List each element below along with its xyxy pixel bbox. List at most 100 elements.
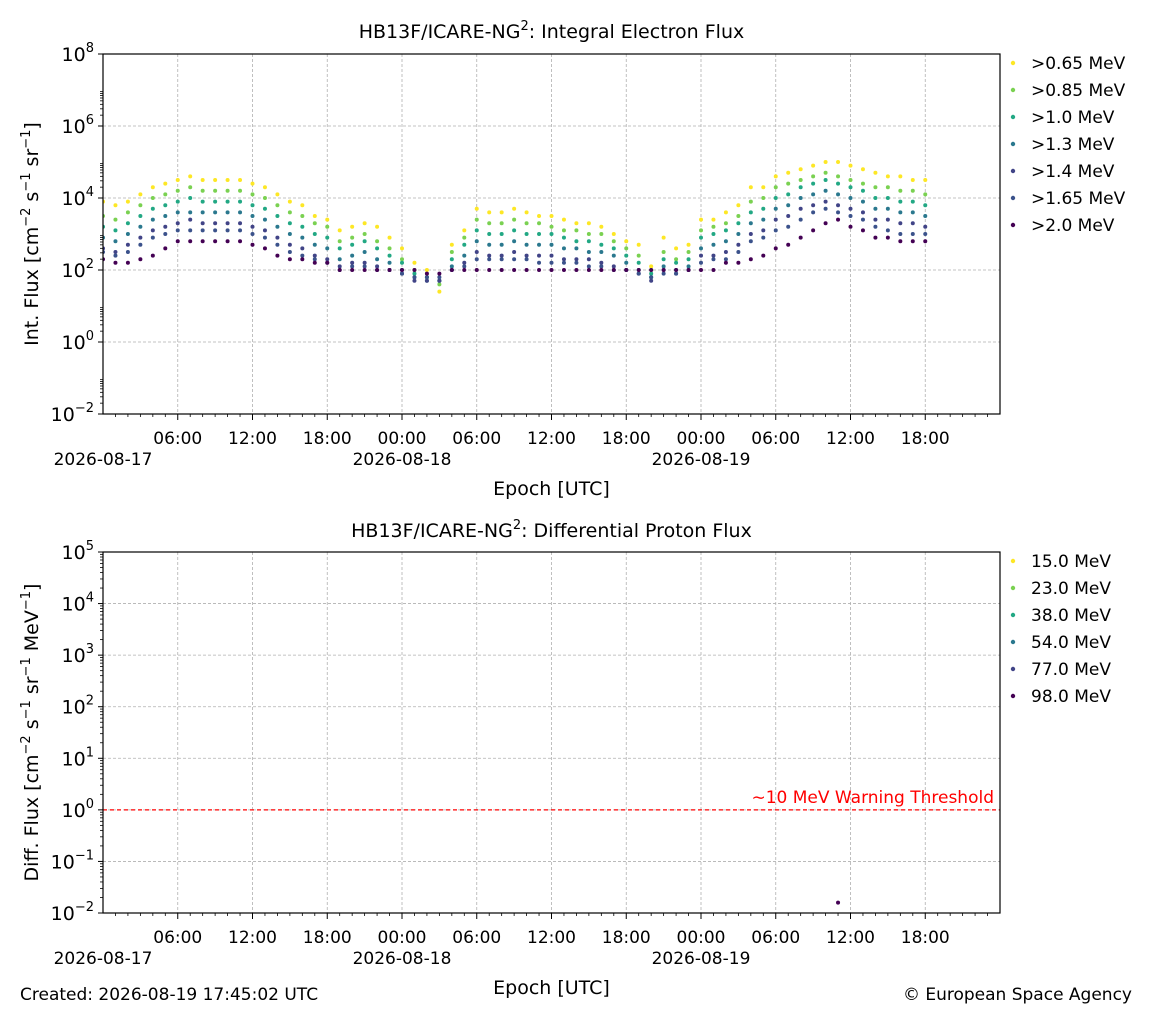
data-point	[723, 239, 728, 244]
data-point	[213, 228, 218, 233]
x-tick-label: 00:00	[378, 429, 427, 449]
data-point	[786, 192, 791, 197]
series-1.0MeV-points	[103, 178, 928, 283]
data-point	[113, 260, 118, 265]
data-point	[125, 250, 130, 254]
data-point	[175, 210, 180, 215]
legend-marker	[1010, 60, 1016, 66]
data-point	[499, 210, 504, 215]
data-point	[748, 232, 753, 236]
x-tick-label: 06:00	[452, 928, 501, 948]
x-date-label: 2026-08-19	[652, 949, 751, 969]
data-point	[811, 203, 816, 208]
y-axis-label-exponent: −1	[19, 700, 34, 719]
data-point	[699, 228, 703, 233]
y-tick-label: 101	[62, 745, 94, 770]
data-point	[649, 275, 654, 280]
data-point	[325, 260, 330, 265]
y-axis-label-text: s	[21, 719, 43, 735]
data-point	[437, 271, 442, 276]
data-point	[262, 185, 267, 190]
y-axis-label-exponent: −1	[19, 130, 34, 149]
data-point	[798, 178, 803, 182]
data-point	[375, 268, 380, 272]
data-point	[848, 178, 853, 182]
data-point	[362, 239, 367, 244]
data-point	[287, 250, 292, 254]
data-point	[225, 221, 230, 226]
data-point	[624, 268, 629, 272]
data-point	[898, 188, 903, 193]
data-point	[574, 221, 579, 226]
x-date-label: 2026-08-18	[353, 949, 452, 969]
y-tick-exponent: 4	[86, 185, 94, 200]
data-point	[561, 260, 566, 265]
data-point	[362, 264, 367, 269]
data-point	[923, 192, 928, 197]
copyright-notice: © European Space Agency	[902, 985, 1132, 1005]
data-point	[823, 199, 828, 204]
x-tick-label: 06:00	[751, 429, 800, 449]
data-point	[462, 228, 467, 233]
y-axis-label-text: ]	[21, 584, 43, 591]
data-point	[599, 264, 604, 269]
data-point	[561, 217, 566, 222]
data-point	[923, 224, 928, 229]
data-point	[424, 268, 429, 272]
x-tick-label: 00:00	[677, 429, 726, 449]
data-point	[836, 900, 841, 905]
data-point	[723, 250, 728, 254]
data-point	[462, 242, 467, 247]
data-point	[748, 199, 753, 204]
data-point	[811, 163, 816, 168]
y-tick-exponent: 5	[86, 539, 94, 554]
data-point	[350, 264, 355, 269]
data-point	[885, 235, 890, 240]
data-point	[350, 242, 355, 247]
data-point	[773, 196, 778, 200]
y-tick-exponent: 3	[86, 642, 94, 657]
data-point	[723, 260, 728, 265]
data-point	[362, 250, 367, 254]
data-point	[561, 257, 566, 262]
data-point	[524, 257, 529, 262]
data-point	[337, 239, 342, 244]
x-tick-label: 12:00	[527, 928, 576, 948]
y-axis-label-text: sr	[21, 149, 43, 173]
data-point	[761, 185, 766, 190]
data-point	[624, 253, 629, 258]
data-point	[362, 260, 367, 265]
data-point	[860, 181, 865, 186]
data-point	[537, 221, 542, 226]
data-point	[125, 199, 130, 204]
data-point	[711, 257, 716, 262]
x-tick-label: 06:00	[153, 429, 202, 449]
data-point	[674, 246, 679, 251]
data-point	[325, 235, 330, 240]
data-point	[848, 214, 853, 218]
y-axis-label-text: MeV	[21, 610, 43, 657]
data-point	[823, 188, 828, 193]
legend-marker	[1010, 222, 1016, 228]
data-point	[636, 260, 641, 265]
data-point	[250, 192, 255, 197]
data-point	[238, 188, 243, 193]
y-tick-exponent: 2	[86, 257, 94, 272]
data-point	[163, 224, 168, 229]
data-point	[686, 250, 691, 254]
data-point	[636, 271, 641, 276]
data-point	[350, 235, 355, 240]
data-point	[150, 235, 155, 240]
data-point	[287, 257, 292, 262]
data-point	[748, 210, 753, 215]
data-point	[524, 210, 529, 215]
chart-title: HB13F/ICARE-NG2: Differential Proton Flu…	[351, 518, 752, 542]
data-point	[860, 228, 865, 233]
data-point	[499, 242, 504, 247]
proton-flux-panel: ∼10 MeV Warning Threshold10−210−11001011…	[19, 518, 1111, 999]
y-tick-exponent: −2	[75, 900, 94, 915]
data-point	[213, 199, 218, 204]
data-point	[898, 210, 903, 215]
data-point	[524, 242, 529, 247]
